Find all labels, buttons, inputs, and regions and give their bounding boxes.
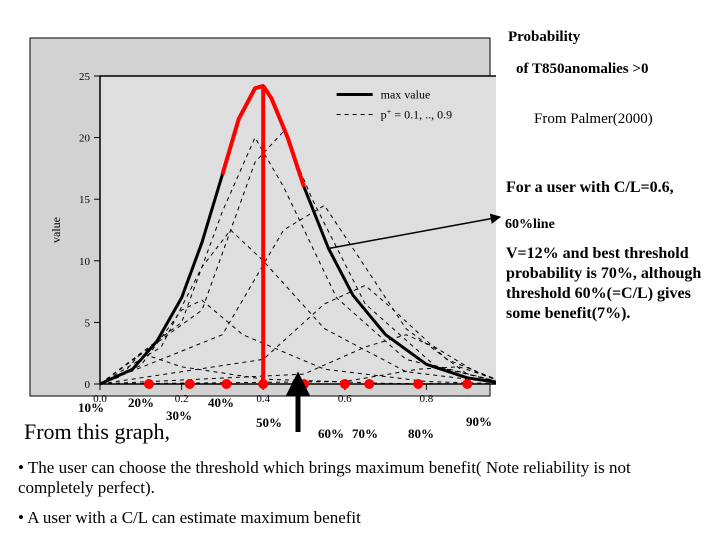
from-this-graph-label: From this graph,: [24, 418, 170, 446]
svg-text:value: value: [49, 217, 63, 243]
sixty-percent-line-label: 60%line: [505, 216, 555, 234]
value-vs-cl-chart: 0.00.20.40.60.81.00510152025C/Lvaluemax …: [24, 32, 496, 402]
pct-label-50%: 50%: [256, 415, 282, 431]
svg-text:0.8: 0.8: [420, 393, 434, 402]
svg-text:20: 20: [79, 133, 91, 145]
commentary-b: V=12% and best threshold probability is …: [506, 244, 714, 324]
pct-label-90%: 90%: [466, 414, 492, 430]
svg-text:10: 10: [79, 256, 91, 268]
svg-text:0.4: 0.4: [256, 393, 270, 402]
pct-label-70%: 70%: [352, 426, 378, 442]
pct-label-80%: 80%: [408, 426, 434, 442]
svg-text:0: 0: [85, 379, 91, 391]
source-citation: From Palmer(2000): [534, 110, 714, 129]
pct-label-20%: 20%: [128, 395, 154, 411]
svg-text:0.6: 0.6: [338, 393, 352, 402]
bullet-1: • The user can choose the threshold whic…: [18, 458, 702, 498]
panel-title-line2: of T850anomalies >0: [516, 60, 716, 79]
pct-label-30%: 30%: [166, 408, 192, 424]
svg-text:p+ = 0.1, .., 0.9: p+ = 0.1, .., 0.9: [381, 107, 453, 122]
panel-title-line1: Probability: [508, 28, 708, 47]
svg-text:0.2: 0.2: [175, 393, 189, 402]
svg-text:25: 25: [79, 71, 91, 83]
svg-text:15: 15: [79, 194, 91, 206]
pct-label-60%: 60%: [318, 426, 344, 442]
svg-text:max value: max value: [381, 87, 431, 101]
commentary-a: For a user with C/L=0.6,: [506, 178, 706, 198]
pct-label-10%: 10%: [78, 400, 104, 416]
svg-text:5: 5: [85, 317, 91, 329]
bullet-2: • A user with a C/L can estimate maximum…: [18, 508, 702, 528]
pct-label-40%: 40%: [208, 395, 234, 411]
